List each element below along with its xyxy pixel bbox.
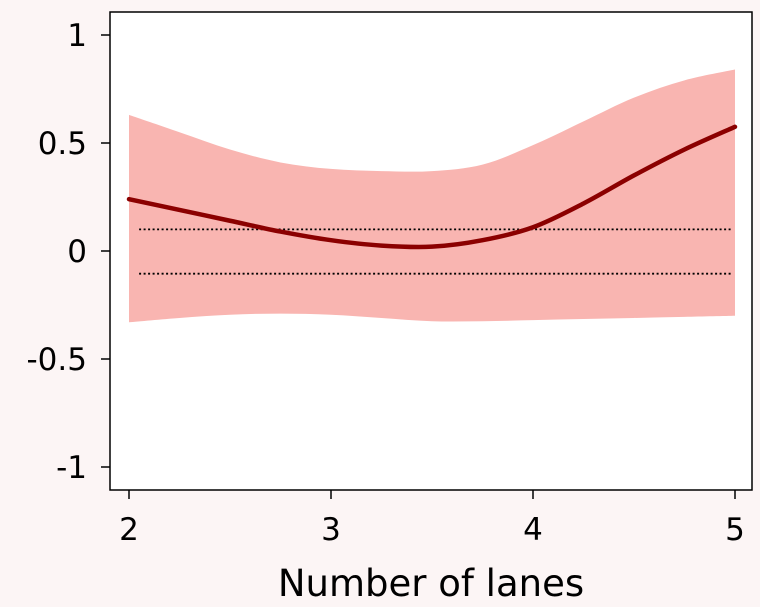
x-tick-label: 2 (119, 512, 139, 548)
y-tick-label: 0 (67, 234, 87, 270)
y-tick-label: -1 (56, 450, 87, 486)
x-axis-title: Number of lanes (278, 562, 584, 605)
fit-line (126, 124, 738, 250)
y-tick-label: -0.5 (27, 342, 88, 378)
y-tick-label: 1 (67, 18, 87, 54)
y-ticks: 1 0.5 0 -0.5 -1 (27, 18, 110, 486)
x-tick-label: 3 (321, 512, 341, 548)
y-tick-label: 0.5 (38, 126, 87, 162)
x-tick-label: 4 (523, 512, 543, 548)
x-ticks: 2 3 4 5 (119, 490, 745, 548)
x-tick-label: 5 (725, 512, 745, 548)
fit-line-layer (126, 124, 738, 250)
confidence-band (129, 69, 735, 323)
confidence-band-layer (129, 69, 735, 323)
